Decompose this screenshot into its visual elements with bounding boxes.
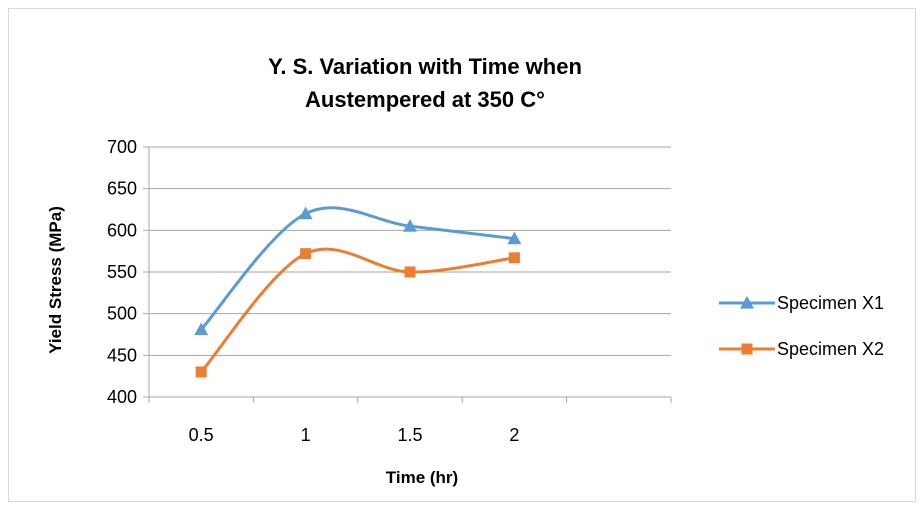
data-point — [404, 266, 416, 278]
data-point — [300, 248, 312, 260]
y-tick-label: 550 — [107, 262, 137, 282]
line-chart: Y. S. Variation with Time when Austemper… — [46, 54, 884, 487]
data-point — [403, 219, 417, 232]
x-axis-title: Time (hr) — [386, 468, 458, 487]
x-tick-label: 1 — [301, 425, 311, 445]
legend: Specimen X1 Specimen X2 — [719, 293, 884, 359]
y-tick-label: 650 — [107, 179, 137, 199]
legend-marker — [740, 296, 754, 309]
series — [194, 206, 522, 378]
chart-title-line-1: Y. S. Variation with Time when — [268, 54, 582, 79]
legend-label: Specimen X1 — [777, 293, 884, 313]
chart-title-line-2: Austempered at 350 C° — [305, 87, 545, 112]
y-tick-label: 500 — [107, 304, 137, 324]
axes: 400 450 500 550 600 650 700 0.5 1 1.5 2 — [107, 137, 672, 445]
series-line — [200, 206, 515, 331]
y-tick-label: 400 — [107, 387, 137, 407]
y-tick-label: 450 — [107, 345, 137, 365]
y-tick-label: 600 — [107, 220, 137, 240]
data-point — [194, 322, 209, 336]
y-axis-title: Yield Stress (MPa) — [46, 206, 65, 354]
x-tick-label: 0.5 — [189, 425, 214, 445]
data-point — [508, 252, 520, 264]
data-point — [195, 366, 207, 378]
data-point — [507, 231, 522, 245]
legend-marker — [741, 343, 753, 355]
gridlines — [149, 146, 671, 356]
x-tick-label: 2 — [509, 425, 519, 445]
y-tick-label: 700 — [107, 137, 137, 157]
series-line — [200, 247, 515, 373]
chart-area: Y. S. Variation with Time when Austemper… — [8, 8, 916, 502]
data-point — [298, 206, 313, 220]
legend-label: Specimen X2 — [777, 339, 884, 359]
x-tick-label: 1.5 — [397, 425, 422, 445]
